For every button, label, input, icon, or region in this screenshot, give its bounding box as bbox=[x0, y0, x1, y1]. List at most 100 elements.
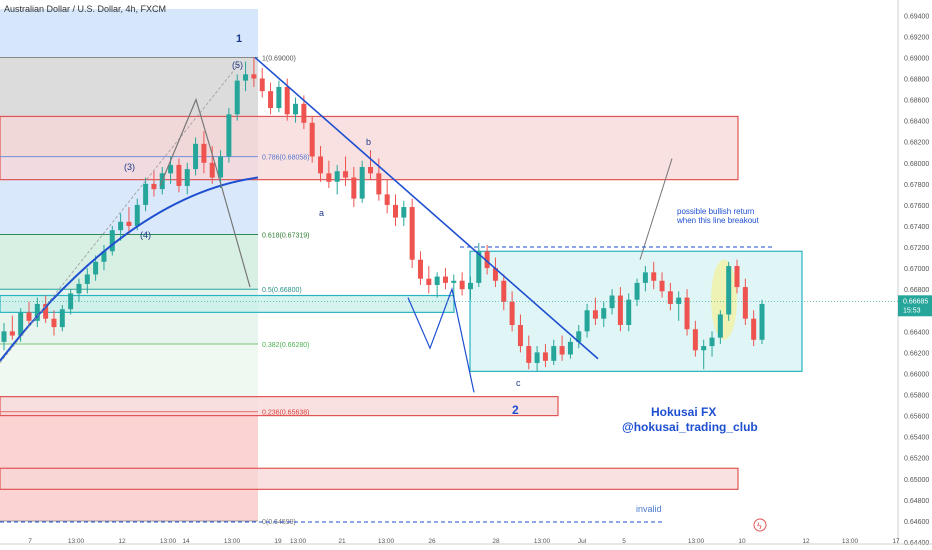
candle-body bbox=[343, 171, 349, 178]
candle bbox=[234, 74, 240, 121]
candle-body bbox=[509, 301, 515, 326]
x-tick-label: 10 bbox=[738, 538, 746, 545]
bullish-arrow-line bbox=[639, 158, 673, 260]
invalid-label: invalid bbox=[636, 504, 662, 514]
downtrend-line bbox=[254, 56, 599, 360]
candle-body bbox=[684, 297, 690, 330]
candle bbox=[126, 207, 132, 235]
y-tick-label: 0.64800 bbox=[904, 498, 929, 505]
candle-body bbox=[426, 278, 432, 285]
wave-a-label: a bbox=[319, 208, 324, 218]
x-tick-label: 21 bbox=[338, 538, 346, 545]
projection-path-blue bbox=[407, 287, 475, 393]
projection-path-grey bbox=[159, 97, 251, 288]
candle-body bbox=[384, 194, 390, 205]
y-tick-label: 0.65800 bbox=[904, 393, 929, 400]
candle bbox=[384, 179, 390, 214]
candle-body bbox=[642, 272, 648, 283]
candle-body bbox=[118, 221, 124, 231]
time-axis[interactable]: 7 13:00 12 13:00 14 13:00 19 13:00 21 13:00 26 28 13… bbox=[0, 538, 932, 545]
candle bbox=[592, 297, 598, 326]
candle-body bbox=[359, 167, 365, 199]
lower-zone bbox=[0, 467, 739, 490]
candle bbox=[567, 337, 573, 359]
candle bbox=[59, 304, 65, 332]
candle bbox=[1, 322, 7, 351]
candle bbox=[676, 291, 682, 321]
candle-body bbox=[401, 207, 407, 218]
wave-c-label: c bbox=[516, 378, 521, 388]
y-tick-label: 0.69200 bbox=[904, 34, 929, 41]
candle-body bbox=[542, 352, 548, 361]
lightning-alert-icon: ϟ bbox=[757, 521, 762, 531]
candle bbox=[268, 82, 274, 115]
candle-body bbox=[492, 268, 498, 281]
candle-body bbox=[243, 74, 249, 81]
candle bbox=[101, 244, 107, 271]
candle-body bbox=[567, 341, 573, 355]
candle-body bbox=[726, 266, 732, 315]
y-tick-label: 0.68600 bbox=[904, 98, 929, 105]
x-tick-label: 19 bbox=[274, 538, 282, 545]
candle-body bbox=[651, 272, 657, 281]
candle-body bbox=[176, 164, 182, 186]
candle-body bbox=[417, 259, 423, 279]
y-tick-label: 0.66400 bbox=[904, 329, 929, 336]
candle bbox=[634, 278, 640, 307]
candle bbox=[501, 274, 507, 311]
candle bbox=[459, 272, 465, 296]
candle-body bbox=[442, 276, 448, 283]
candle bbox=[584, 303, 590, 338]
candle bbox=[551, 339, 557, 366]
candle bbox=[392, 194, 398, 226]
y-tick-label: 0.68400 bbox=[904, 119, 929, 126]
candle-body bbox=[101, 251, 107, 262]
candle bbox=[276, 80, 282, 113]
candle bbox=[426, 266, 432, 294]
candle bbox=[651, 261, 657, 290]
candle bbox=[709, 331, 715, 357]
highlight-ellipse bbox=[711, 259, 737, 340]
candle bbox=[742, 278, 748, 326]
candle-body bbox=[409, 207, 415, 260]
candle-body bbox=[43, 303, 49, 319]
last-price-value: 0.66685 bbox=[903, 298, 928, 305]
candle-body bbox=[259, 78, 265, 92]
x-tick-label: 13:00 bbox=[534, 538, 551, 545]
candle-body bbox=[584, 310, 590, 332]
candle bbox=[684, 289, 690, 336]
candle-body bbox=[626, 299, 632, 326]
candle-body bbox=[309, 122, 315, 157]
candle-body bbox=[751, 318, 757, 340]
candle-body bbox=[126, 221, 132, 226]
y-tick-label: 0.67200 bbox=[904, 245, 929, 252]
candle bbox=[84, 268, 90, 294]
fib-label-3: 0.5(0.66800) bbox=[262, 287, 302, 294]
candle-body bbox=[34, 303, 40, 321]
candle-body bbox=[334, 171, 340, 182]
candle-body bbox=[742, 287, 748, 319]
y-tick-label: 0.68800 bbox=[904, 77, 929, 84]
y-tick-label: 0.66200 bbox=[904, 350, 929, 357]
candle bbox=[68, 289, 74, 315]
candle bbox=[492, 257, 498, 288]
candle-body bbox=[434, 276, 440, 285]
candle-body bbox=[193, 143, 199, 170]
candle-body bbox=[676, 297, 682, 304]
candle-body bbox=[234, 80, 240, 115]
y-tick-label: 0.68200 bbox=[904, 140, 929, 147]
candle bbox=[467, 276, 473, 300]
candle-body bbox=[351, 177, 357, 199]
y-tick-label: 0.67400 bbox=[904, 224, 929, 231]
candle bbox=[368, 150, 374, 180]
candle bbox=[701, 339, 707, 370]
candle bbox=[659, 272, 665, 298]
brand-handle: @hokusai_trading_club bbox=[622, 420, 758, 434]
fib-label-2: 0.618(0.67319) bbox=[262, 233, 309, 240]
alert-marker[interactable]: ϟ bbox=[753, 518, 767, 532]
y-tick-label: 0.67600 bbox=[904, 203, 929, 210]
candle bbox=[642, 266, 648, 292]
fibonacci-levels: 1(0.69000) 0.786(0.68058) 0.618(0.67319) 0.… bbox=[0, 55, 309, 526]
